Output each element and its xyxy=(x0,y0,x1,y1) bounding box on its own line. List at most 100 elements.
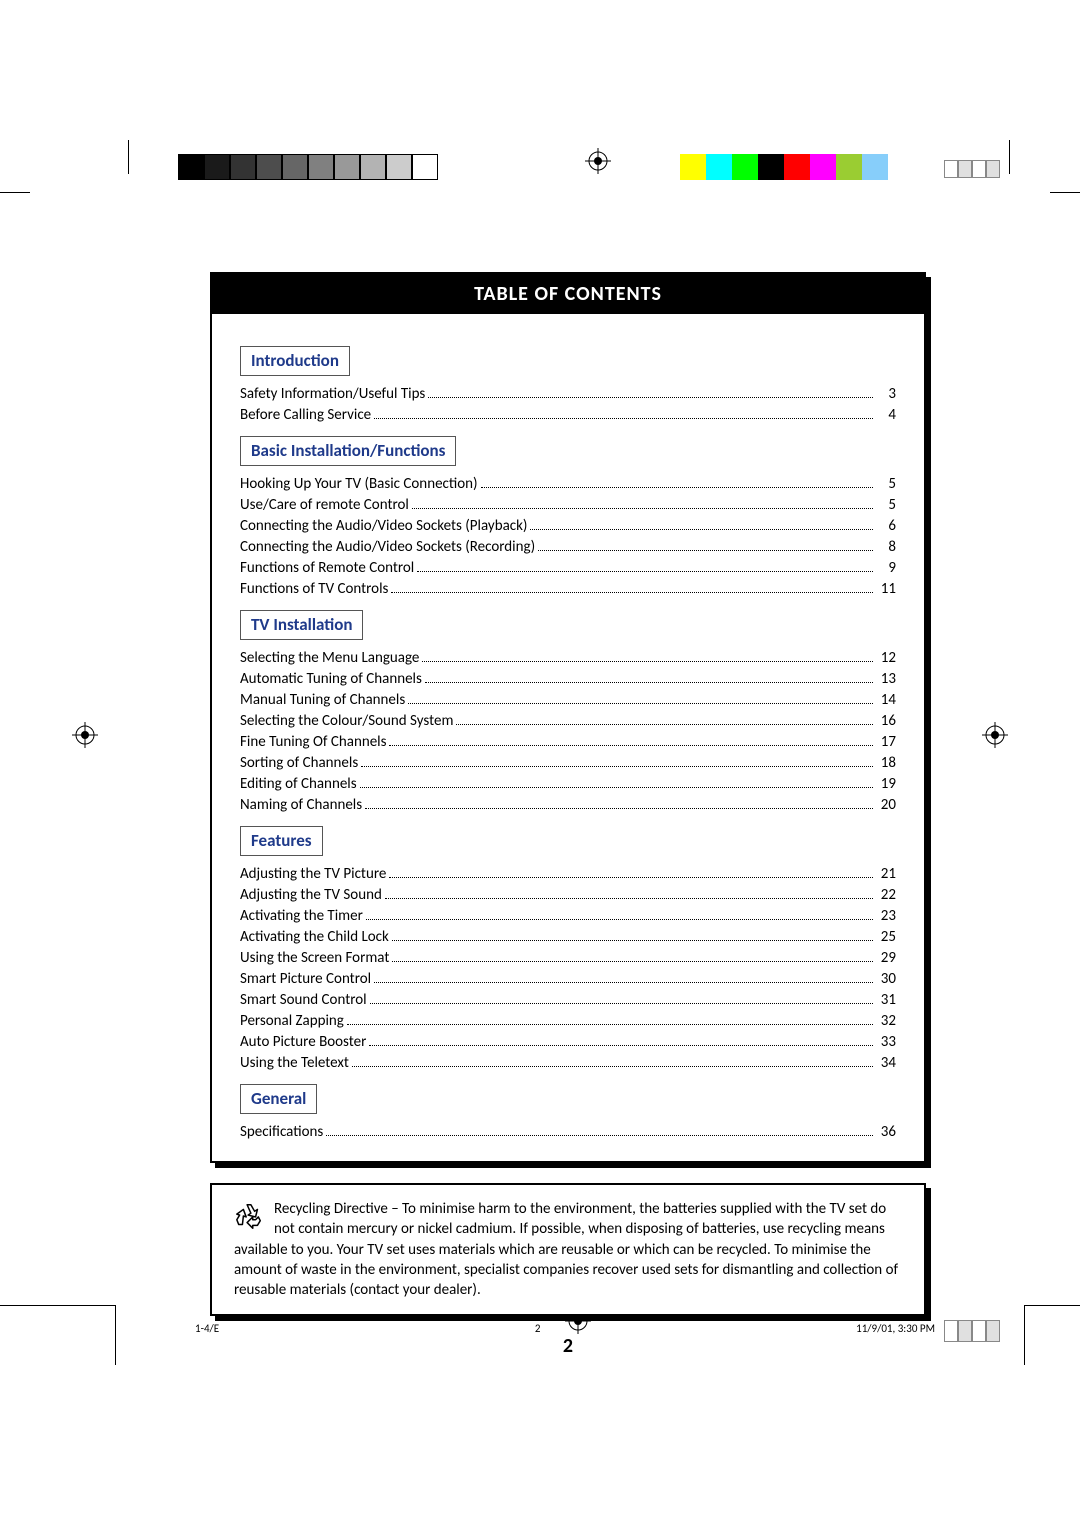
section-heading: TV Installation xyxy=(240,610,363,640)
registration-mark-icon xyxy=(585,148,611,174)
toc-row: Smart Picture Control 30 xyxy=(240,969,896,990)
toc-item-page: 6 xyxy=(876,516,896,537)
toc-row: Automatic Tuning of Channels13 xyxy=(240,669,896,690)
toc-row: Manual Tuning of Channels 14 xyxy=(240,690,896,711)
toc-leader-dots xyxy=(385,887,873,899)
crop-mark xyxy=(128,140,129,174)
toc-item-page: 30 xyxy=(876,969,896,990)
toc-row: Naming of Channels 20 xyxy=(240,795,896,816)
title-text: TABLE OF CONTENTS xyxy=(474,282,662,306)
toc-item-page: 21 xyxy=(876,864,896,885)
toc-item-page: 16 xyxy=(876,711,896,732)
toc-item-title: Selecting the Menu Language xyxy=(240,648,419,669)
toc-item-title: Safety Information/Useful Tips xyxy=(240,384,425,405)
toc-item-page: 14 xyxy=(876,690,896,711)
toc-leader-dots xyxy=(374,407,873,419)
footer-right: 11/9/01, 3:30 PM xyxy=(856,1322,935,1335)
toc-row: Connecting the Audio/Video Sockets (Reco… xyxy=(240,537,896,558)
grayscale-calibration-bar xyxy=(178,154,438,180)
toc-item-page: 20 xyxy=(876,795,896,816)
toc-item-title: Smart Sound Control xyxy=(240,990,367,1011)
toc-leader-dots xyxy=(366,908,873,920)
toc-row: Adjusting the TV Picture 21 xyxy=(240,864,896,885)
toc-leader-dots xyxy=(408,692,873,704)
toc-item-page: 31 xyxy=(876,990,896,1011)
calibration-strip xyxy=(944,160,1000,178)
crop-mark xyxy=(1009,140,1010,174)
toc-leader-dots xyxy=(369,1034,873,1046)
toc-row: Functions of Remote Control9 xyxy=(240,558,896,579)
toc-leader-dots xyxy=(326,1124,873,1136)
crop-mark xyxy=(0,192,30,193)
footer-meta: 1-4/E 2 11/9/01, 3:30 PM xyxy=(195,1322,935,1335)
toc-leader-dots xyxy=(425,671,873,683)
toc-leader-dots xyxy=(352,1055,873,1067)
footer-center: 2 xyxy=(535,1322,541,1335)
toc-item-title: Personal Zapping xyxy=(240,1011,344,1032)
section-heading: Introduction xyxy=(240,346,350,376)
toc-leader-dots xyxy=(389,734,873,746)
toc-row: Smart Sound Control 31 xyxy=(240,990,896,1011)
toc-item-page: 8 xyxy=(876,537,896,558)
toc-leader-dots xyxy=(360,776,873,788)
toc-item-page: 18 xyxy=(876,753,896,774)
toc-body: Introduction Safety Information/Useful Ti… xyxy=(212,314,924,1161)
toc-item-title: Smart Picture Control xyxy=(240,969,371,990)
toc-row: Before Calling Service4 xyxy=(240,405,896,426)
toc-item-title: Editing of Channels xyxy=(240,774,357,795)
toc-item-title: Automatic Tuning of Channels xyxy=(240,669,422,690)
toc-item-title: Specifications xyxy=(240,1122,323,1143)
recycle-icon xyxy=(234,1201,264,1237)
toc-item-title: Adjusting the TV Picture xyxy=(240,864,386,885)
toc-leader-dots xyxy=(389,866,873,878)
toc-row: Specifications 36 xyxy=(240,1122,896,1143)
toc-leader-dots xyxy=(417,560,873,572)
toc-row: Personal Zapping 32 xyxy=(240,1011,896,1032)
toc-item-title: Adjusting the TV Sound xyxy=(240,885,382,906)
toc-row: Activating the Timer23 xyxy=(240,906,896,927)
toc-item-title: Functions of Remote Control xyxy=(240,558,414,579)
toc-item-title: Auto Picture Booster xyxy=(240,1032,366,1053)
toc-item-title: Before Calling Service xyxy=(240,405,371,426)
toc-item-title: Naming of Channels xyxy=(240,795,362,816)
toc-row: Using the Teletext34 xyxy=(240,1053,896,1074)
toc-leader-dots xyxy=(361,755,873,767)
toc-item-title: Using the Teletext xyxy=(240,1053,349,1074)
toc-leader-dots xyxy=(392,950,873,962)
toc-leader-dots xyxy=(392,929,873,941)
toc-item-page: 17 xyxy=(876,732,896,753)
toc-leader-dots xyxy=(391,581,873,593)
toc-item-title: Manual Tuning of Channels xyxy=(240,690,405,711)
toc-leader-dots xyxy=(428,386,873,398)
toc-item-page: 25 xyxy=(876,927,896,948)
registration-mark-icon xyxy=(982,722,1008,748)
crop-mark xyxy=(0,1305,115,1306)
toc-leader-dots xyxy=(481,476,873,488)
toc-item-page: 12 xyxy=(876,648,896,669)
directive-text: Recycling Directive – To minimise harm t… xyxy=(234,1200,898,1299)
registration-mark-icon xyxy=(72,722,98,748)
section-heading: Features xyxy=(240,826,323,856)
toc-leader-dots xyxy=(538,539,873,551)
toc-leader-dots xyxy=(422,650,873,662)
toc-row: Use/Care of remote Control5 xyxy=(240,495,896,516)
toc-leader-dots xyxy=(370,992,873,1004)
toc-item-page: 36 xyxy=(876,1122,896,1143)
toc-item-page: 32 xyxy=(876,1011,896,1032)
toc-leader-dots xyxy=(365,797,873,809)
section-heading: Basic Installation/Functions xyxy=(240,436,456,466)
toc-frame: TABLE OF CONTENTS Introduction Safety Inf… xyxy=(210,272,926,1163)
toc-item-page: 33 xyxy=(876,1032,896,1053)
color-calibration-bar xyxy=(680,154,888,180)
toc-row: Functions of TV Controls11 xyxy=(240,579,896,600)
page-content: TABLE OF CONTENTS Introduction Safety Inf… xyxy=(210,272,926,1358)
toc-item-title: Connecting the Audio/Video Sockets (Reco… xyxy=(240,537,535,558)
toc-row: Selecting the Colour/Sound System16 xyxy=(240,711,896,732)
toc-item-title: Activating the Timer xyxy=(240,906,363,927)
toc-row: Hooking Up Your TV (Basic Connection)5 xyxy=(240,474,896,495)
title-bar: TABLE OF CONTENTS xyxy=(212,274,924,314)
toc-leader-dots xyxy=(530,518,873,530)
toc-row: Safety Information/Useful Tips3 xyxy=(240,384,896,405)
toc-item-page: 22 xyxy=(876,885,896,906)
toc-row: Adjusting the TV Sound 22 xyxy=(240,885,896,906)
